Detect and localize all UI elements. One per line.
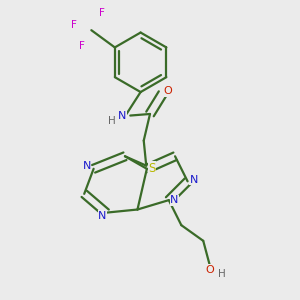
Text: N: N — [190, 175, 198, 185]
Text: F: F — [79, 41, 85, 51]
Text: N: N — [82, 161, 91, 171]
Text: N: N — [118, 110, 126, 121]
Text: O: O — [164, 86, 172, 96]
Text: H: H — [218, 269, 225, 279]
Text: F: F — [71, 20, 77, 31]
Text: S: S — [148, 162, 156, 175]
Text: N: N — [170, 195, 178, 205]
Text: O: O — [205, 265, 214, 275]
Text: F: F — [99, 8, 105, 18]
Text: H: H — [108, 116, 115, 126]
Text: N: N — [98, 211, 106, 221]
